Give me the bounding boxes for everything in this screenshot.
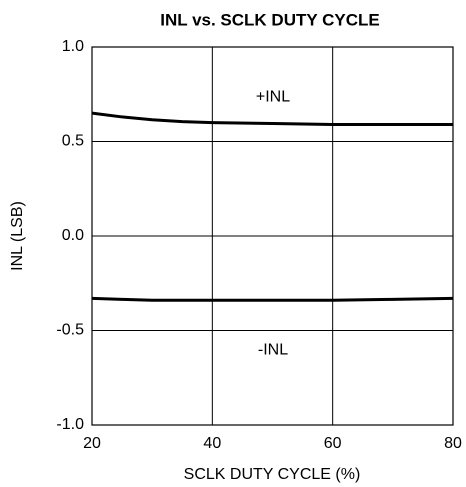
x-tick-label: 80 (444, 435, 462, 452)
x-axis-label: SCLK DUTY CYCLE (%) (184, 466, 361, 483)
y-tick-label: 0.0 (62, 227, 84, 244)
x-tick-label: 60 (324, 435, 342, 452)
series-label: +INL (256, 88, 290, 105)
series-label: -INL (258, 342, 288, 359)
y-tick-label: 1.0 (62, 38, 84, 55)
x-tick-label: 20 (83, 435, 101, 452)
chart-title: INL vs. SCLK DUTY CYCLE (160, 10, 379, 29)
y-tick-label: 0.5 (62, 133, 84, 150)
x-tick-label: 40 (203, 435, 221, 452)
line-series (91, 296, 454, 302)
y-axis-label: INL (LSB) (9, 201, 26, 271)
y-tick-label: -1.0 (56, 416, 84, 433)
y-tick-label: -0.5 (56, 322, 84, 339)
line-series (91, 111, 453, 126)
